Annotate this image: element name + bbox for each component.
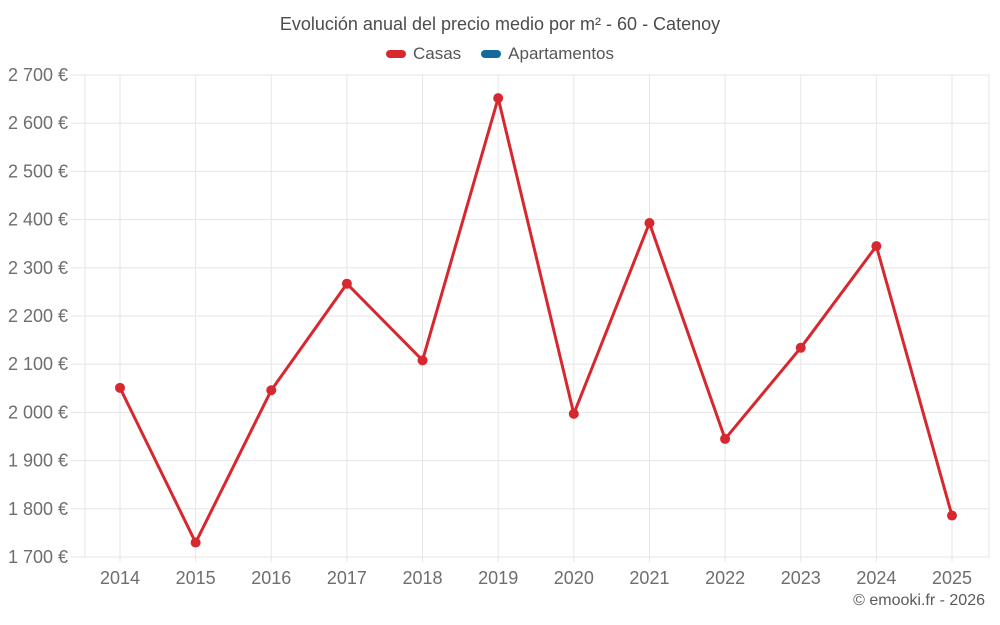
- y-tick-label: 2 000 €: [8, 402, 68, 422]
- x-tick-label: 2014: [100, 568, 140, 588]
- data-point-casas-2020: [568, 408, 579, 419]
- x-tick-label: 2019: [478, 568, 518, 588]
- data-point-casas-2025: [947, 510, 957, 521]
- x-tick-label: 2024: [856, 568, 896, 588]
- data-point-casas-2017: [341, 278, 352, 289]
- x-tick-label: 2018: [403, 568, 443, 588]
- x-tick-label: 2021: [629, 568, 669, 588]
- data-point-casas-2021: [644, 217, 655, 228]
- y-tick-label: 2 600 €: [8, 113, 68, 133]
- x-tick-label: 2016: [251, 568, 291, 588]
- series-line-casas: [118, 96, 954, 545]
- legend-swatch-apartamentos: [481, 50, 502, 58]
- y-tick-label: 1 900 €: [8, 451, 68, 471]
- y-tick-label: 2 500 €: [8, 161, 68, 181]
- data-point-casas-2022: [720, 433, 731, 444]
- x-tick-label: 2023: [781, 568, 821, 588]
- legend-item-apartamentos[interactable]: Apartamentos: [481, 44, 614, 64]
- x-tick-label: 2017: [327, 568, 367, 588]
- x-tick-label: 2025: [932, 568, 972, 588]
- legend-item-casas[interactable]: Casas: [385, 44, 462, 64]
- data-point-casas-2015: [190, 537, 201, 548]
- y-tick-label: 2 700 €: [8, 65, 68, 85]
- data-point-casas-2023: [795, 342, 806, 353]
- watermark-credit: © emooki.fr - 2026: [853, 592, 985, 609]
- legend-label: Casas: [412, 44, 462, 63]
- chart-title: Evolución anual del precio medio por m² …: [279, 14, 721, 34]
- y-tick-label: 1 800 €: [8, 499, 68, 519]
- chart-legend: Casas Apartamentos: [0, 44, 1000, 64]
- legend-label: Apartamentos: [508, 44, 615, 63]
- data-point-casas-2024: [871, 241, 882, 252]
- x-tick-label: 2020: [554, 568, 594, 588]
- data-point-casas-2014: [115, 382, 125, 393]
- y-tick-label: 2 100 €: [8, 354, 68, 374]
- data-point-casas-2018: [417, 355, 428, 366]
- y-tick-label: 1 700 €: [8, 547, 68, 567]
- y-tick-label: 2 200 €: [8, 306, 68, 326]
- data-point-casas-2019: [493, 93, 504, 104]
- y-tick-label: 2 300 €: [8, 258, 68, 278]
- x-tick-label: 2015: [176, 568, 216, 588]
- y-tick-label: 2 400 €: [8, 210, 68, 230]
- x-tick-label: 2022: [705, 568, 745, 588]
- data-point-casas-2016: [266, 385, 277, 396]
- legend-swatch-casas: [385, 50, 406, 58]
